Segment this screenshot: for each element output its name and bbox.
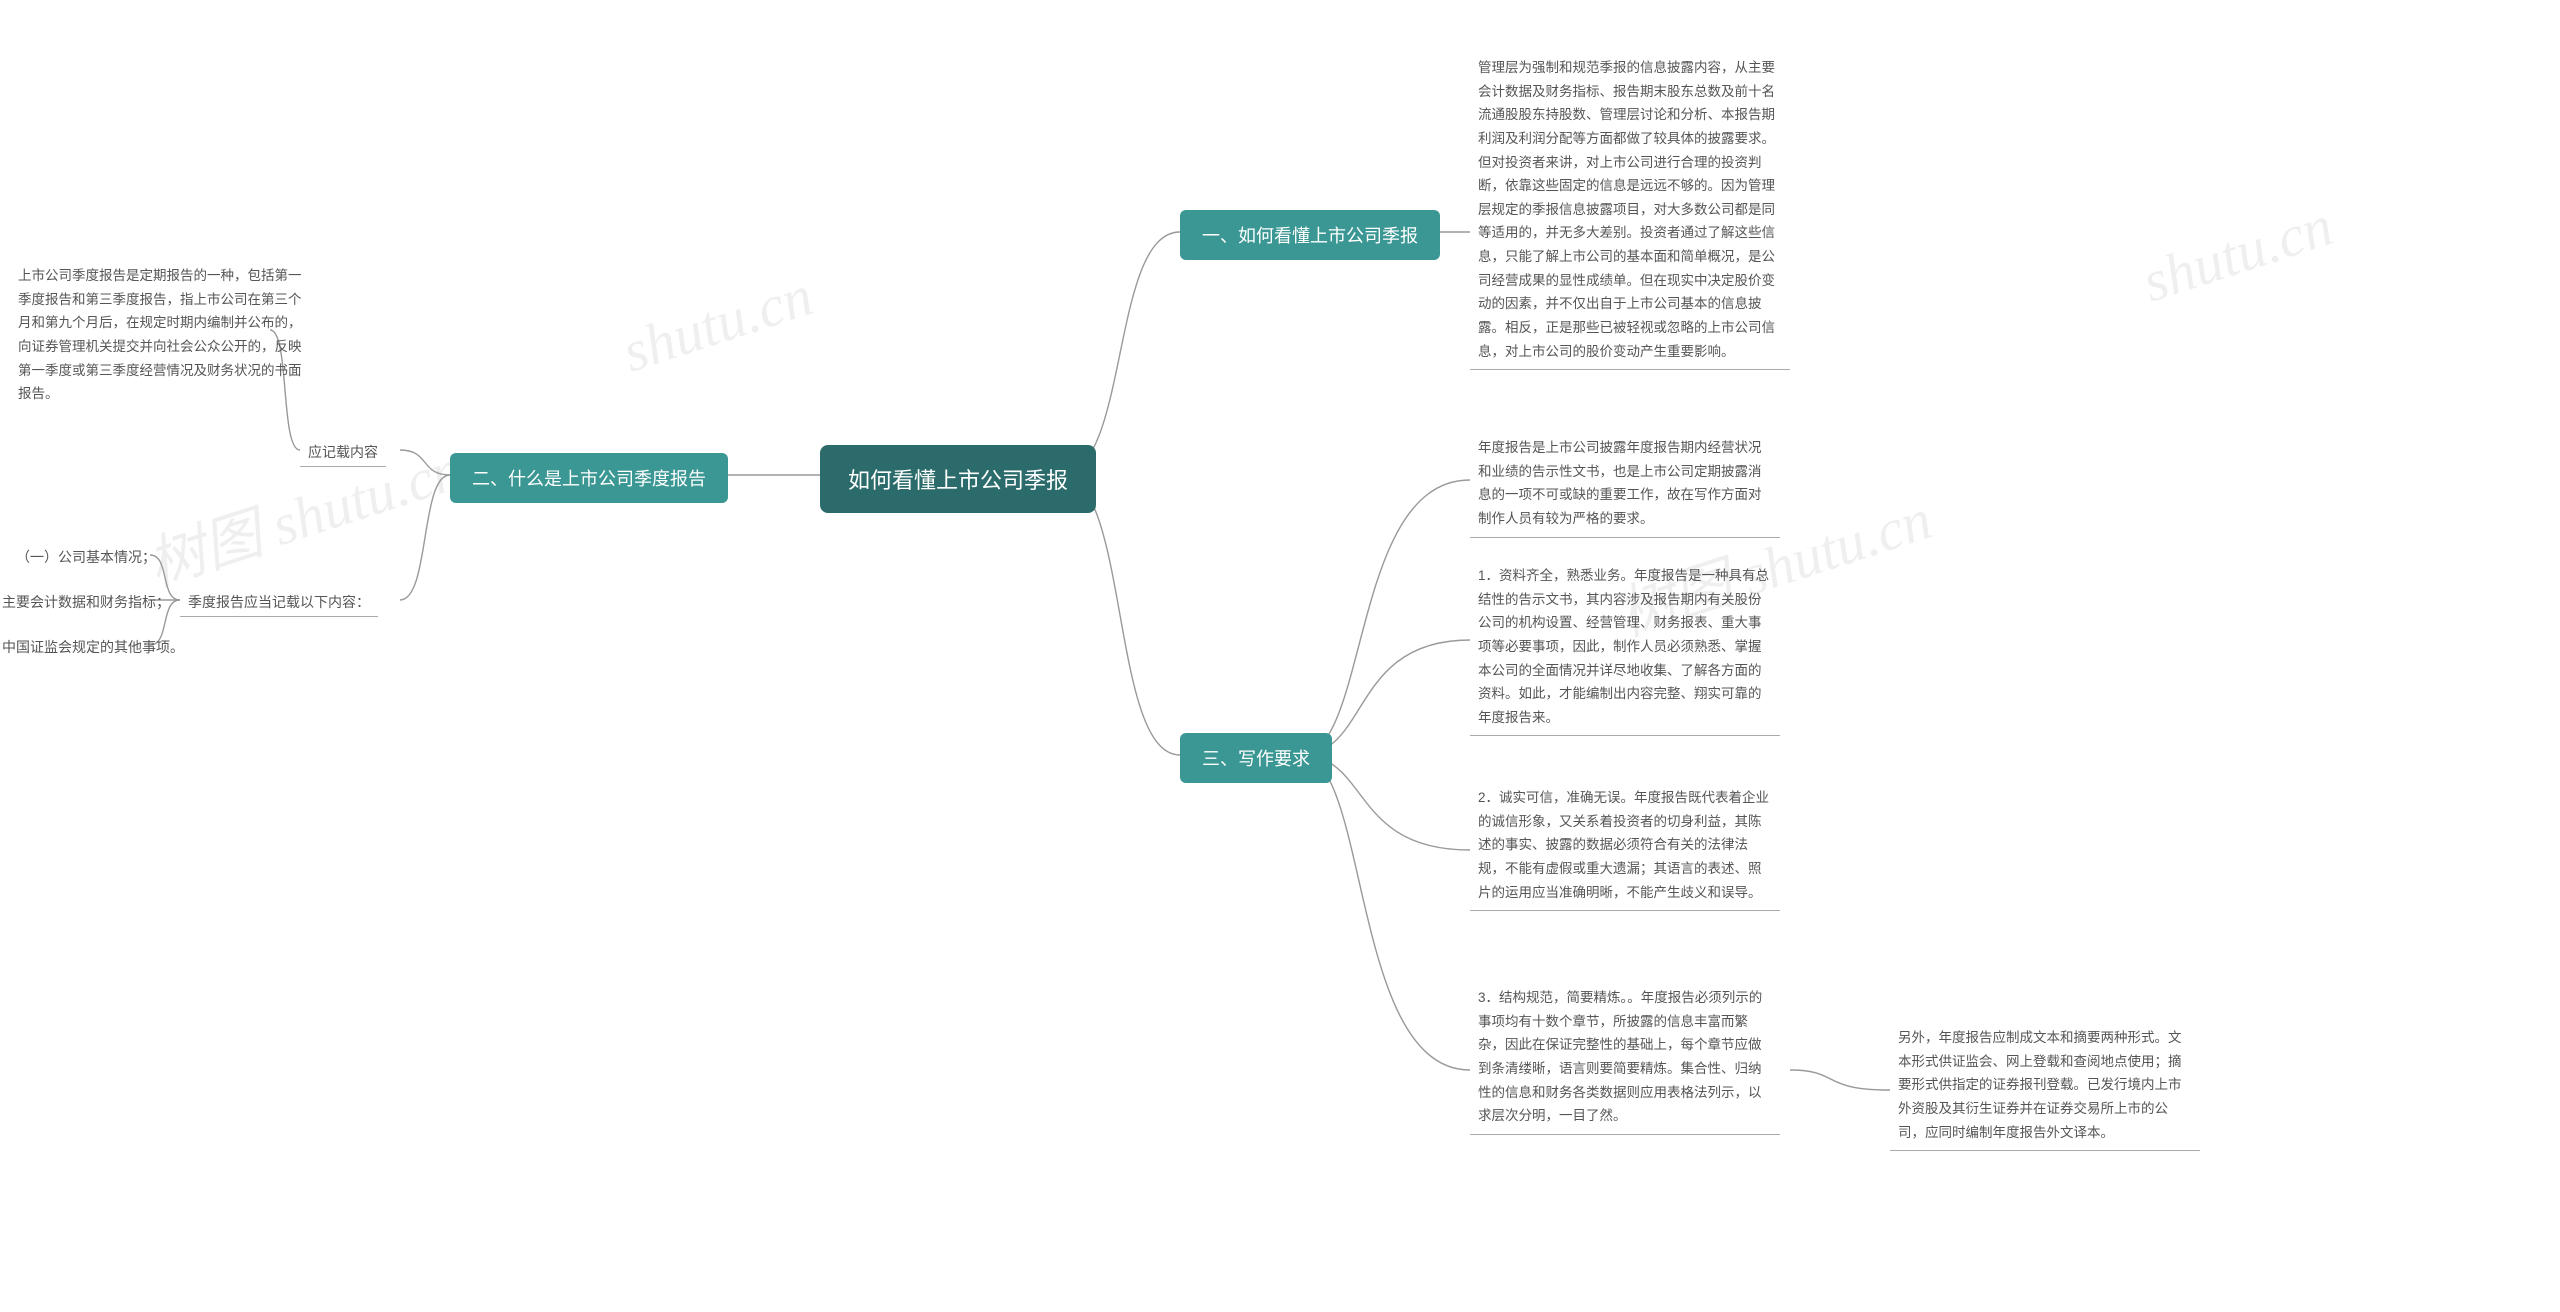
branch-2-sub1[interactable]: 应记载内容 <box>300 438 386 467</box>
branch-3-p1: 1．资料齐全，熟悉业务。年度报告是一种具有总结性的告示文书，其内容涉及报告期内有… <box>1470 558 1780 736</box>
mindmap-root[interactable]: 如何看懂上市公司季报 <box>820 445 1096 513</box>
branch-2[interactable]: 二、什么是上市公司季度报告 <box>450 453 728 503</box>
branch-3-p2: 2．诚实可信，准确无误。年度报告既代表着企业的诚信形象，又关系着投资者的切身利益… <box>1470 780 1780 911</box>
branch-3-intro: 年度报告是上市公司披露年度报告期内经营状况和业绩的告示性文书，也是上市公司定期披… <box>1470 430 1780 538</box>
branch-3-p3: 3．结构规范，简要精炼。。年度报告必须列示的事项均有十数个章节，所披露的信息丰富… <box>1470 980 1780 1135</box>
branch-2-item-3: （三）中国证监会规定的其他事项。 <box>0 633 192 661</box>
branch-1[interactable]: 一、如何看懂上市公司季报 <box>1180 210 1440 260</box>
branch-2-item-2: （二）主要会计数据和财务指标； <box>0 588 178 616</box>
branch-2-sub1-text: 上市公司季度报告是定期报告的一种，包括第一季度报告和第三季度报告，指上市公司在第… <box>10 258 310 412</box>
branch-3[interactable]: 三、写作要求 <box>1180 733 1332 783</box>
watermark: shutu.cn <box>2134 192 2340 316</box>
branch-2-item-1: （一）公司基本情况； <box>8 543 164 571</box>
branch-3-p3-extra: 另外，年度报告应制成文本和摘要两种形式。文本形式供证监会、网上登载和查阅地点使用… <box>1890 1020 2200 1151</box>
branch-2-sub2[interactable]: 季度报告应当记载以下内容： <box>180 588 378 617</box>
watermark: shutu.cn <box>614 262 820 386</box>
branch-1-text: 管理层为强制和规范季报的信息披露内容，从主要会计数据及财务指标、报告期末股东总数… <box>1470 50 1790 370</box>
